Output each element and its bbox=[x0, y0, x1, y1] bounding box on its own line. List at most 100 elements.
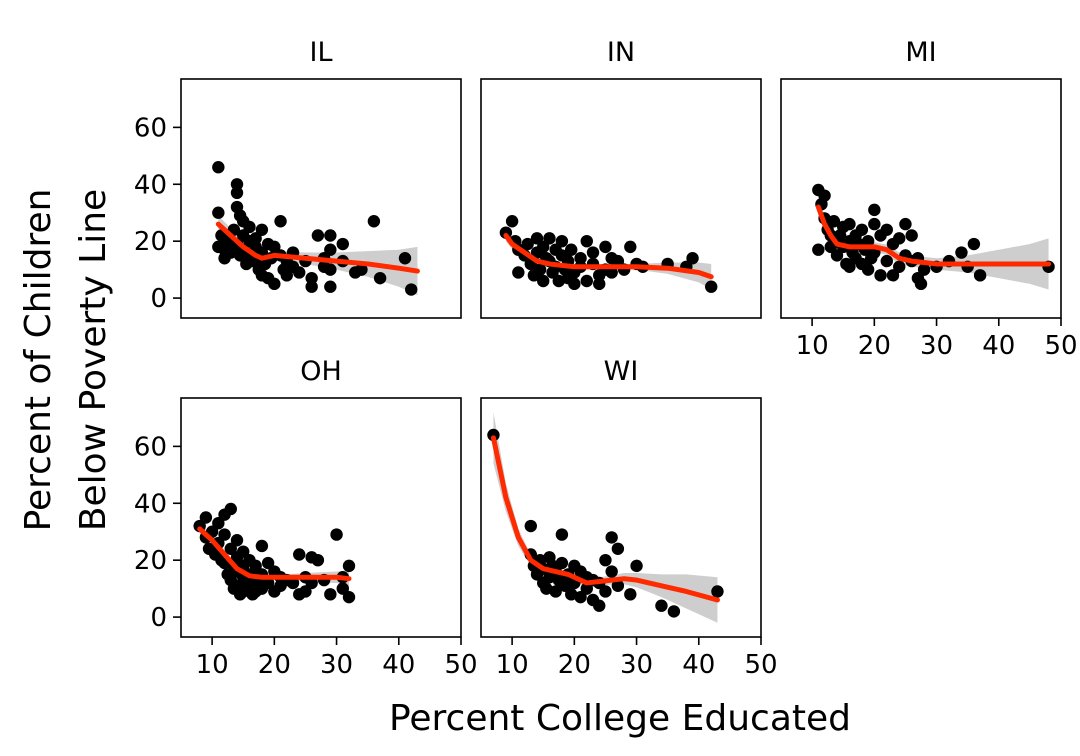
data-point bbox=[405, 283, 418, 296]
data-point bbox=[224, 542, 237, 555]
data-point bbox=[667, 605, 681, 618]
data-point bbox=[199, 511, 213, 524]
data-point bbox=[580, 274, 593, 288]
data-point bbox=[261, 576, 275, 590]
x-tick-label: 10 bbox=[796, 331, 829, 361]
data-point bbox=[861, 263, 875, 276]
data-point bbox=[880, 254, 893, 268]
facet-title: WI bbox=[604, 356, 639, 387]
data-point bbox=[512, 266, 525, 279]
data-point bbox=[686, 252, 699, 265]
data-point bbox=[330, 528, 343, 541]
data-point bbox=[255, 223, 269, 236]
data-point bbox=[543, 232, 556, 245]
data-point bbox=[558, 579, 572, 592]
data-point bbox=[367, 215, 381, 228]
y-tick-label: 40 bbox=[134, 489, 167, 519]
data-point bbox=[574, 590, 587, 604]
x-tick-label: 30 bbox=[920, 331, 953, 361]
x-tick-label: 20 bbox=[258, 650, 291, 680]
data-point bbox=[555, 556, 569, 570]
smooth-line bbox=[215, 221, 420, 274]
panel-frame bbox=[480, 78, 762, 319]
data-point bbox=[830, 249, 844, 262]
data-point bbox=[593, 599, 606, 612]
data-point bbox=[624, 240, 637, 254]
data-point bbox=[843, 260, 856, 273]
data-point bbox=[705, 280, 718, 293]
y-tick-label: 60 bbox=[134, 432, 167, 462]
data-point bbox=[611, 579, 625, 592]
data-point bbox=[818, 189, 831, 202]
x-tick-label: 10 bbox=[196, 650, 229, 680]
data-point bbox=[886, 269, 900, 282]
data-point bbox=[237, 545, 250, 558]
data-point bbox=[324, 280, 337, 293]
data-point bbox=[212, 516, 225, 530]
data-point bbox=[336, 582, 349, 595]
data-point bbox=[711, 585, 724, 598]
data-point bbox=[249, 232, 262, 245]
data-point bbox=[880, 223, 893, 236]
data-point bbox=[212, 206, 225, 219]
data-point bbox=[605, 266, 618, 279]
y-tick-label: 40 bbox=[134, 170, 167, 200]
x-tick-label: 20 bbox=[858, 331, 891, 361]
data-point bbox=[530, 232, 544, 245]
y-tick-label: 20 bbox=[134, 546, 167, 576]
data-point bbox=[305, 280, 318, 293]
data-point bbox=[624, 588, 637, 601]
facet-title: IL bbox=[309, 37, 332, 68]
y-tick-label: 0 bbox=[150, 284, 167, 314]
x-tick-label: 20 bbox=[558, 650, 591, 680]
data-point bbox=[611, 254, 625, 268]
data-point bbox=[212, 161, 225, 174]
data-point bbox=[311, 229, 325, 242]
y-axis-title-line-1: Percent of Children bbox=[18, 189, 59, 532]
smooth-line bbox=[490, 435, 720, 603]
data-point bbox=[311, 553, 325, 567]
data-point bbox=[855, 223, 869, 236]
facet-panel-in: IN bbox=[480, 37, 762, 319]
x-axis-title: Percent College Educated bbox=[389, 698, 851, 739]
data-point bbox=[398, 252, 412, 265]
facet-panel-mi: MI 10 20 30 40 50 bbox=[780, 37, 1078, 361]
data-point bbox=[843, 217, 856, 231]
data-point bbox=[274, 215, 287, 228]
data-point bbox=[893, 260, 906, 273]
data-point bbox=[487, 428, 500, 442]
data-point bbox=[218, 528, 231, 541]
data-point bbox=[905, 229, 918, 242]
data-point bbox=[868, 217, 881, 231]
data-point bbox=[255, 539, 269, 553]
data-point bbox=[812, 243, 825, 256]
smooth-line bbox=[815, 204, 1052, 267]
data-point bbox=[293, 266, 306, 279]
data-point bbox=[868, 203, 881, 217]
data-point bbox=[305, 271, 318, 285]
data-point bbox=[505, 215, 519, 228]
data-point bbox=[537, 274, 550, 288]
data-point bbox=[261, 556, 275, 570]
data-point bbox=[230, 186, 244, 200]
data-point bbox=[874, 269, 887, 282]
data-point bbox=[268, 277, 281, 291]
data-point bbox=[540, 582, 553, 595]
data-point bbox=[342, 590, 356, 604]
confidence-ribbon bbox=[818, 198, 1049, 290]
data-point bbox=[580, 582, 593, 595]
data-point bbox=[555, 528, 569, 541]
facet-title: MI bbox=[905, 37, 936, 68]
data-point bbox=[593, 277, 606, 291]
data-point bbox=[355, 263, 368, 276]
data-point bbox=[955, 246, 968, 259]
panel-frame bbox=[180, 78, 462, 319]
data-point bbox=[605, 565, 618, 578]
data-point bbox=[342, 559, 356, 573]
data-point bbox=[611, 542, 625, 555]
data-point bbox=[230, 534, 244, 547]
data-point bbox=[827, 215, 841, 228]
data-point bbox=[899, 217, 912, 231]
data-point bbox=[280, 269, 293, 282]
